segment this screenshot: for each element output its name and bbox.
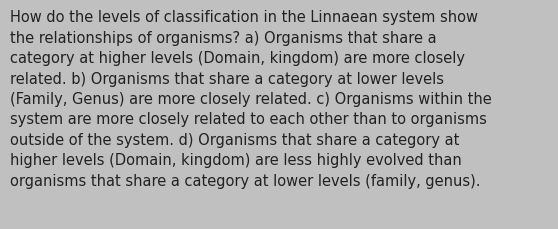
Text: How do the levels of classification in the Linnaean system show
the relationship: How do the levels of classification in t… bbox=[10, 10, 492, 188]
